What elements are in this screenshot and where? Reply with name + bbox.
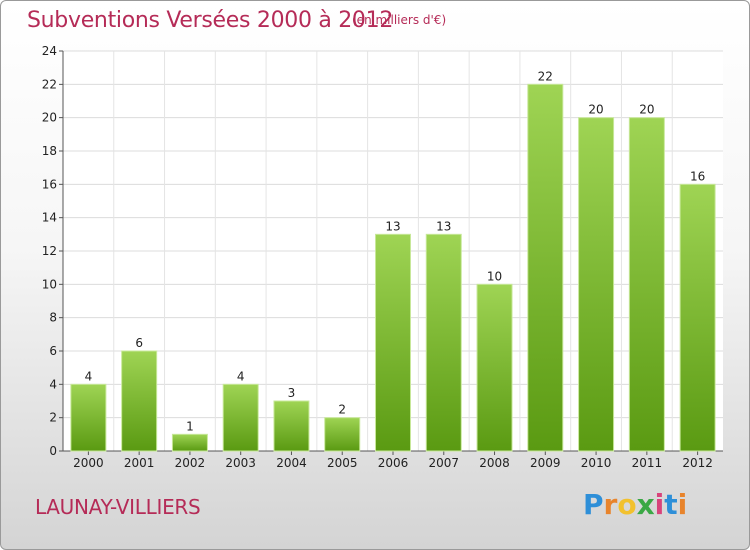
bar-2003 — [222, 383, 259, 452]
bar-2005 — [324, 417, 361, 452]
bar-2001 — [121, 350, 158, 452]
value-label-2001: 6 — [135, 336, 143, 350]
value-label-2008: 10 — [487, 269, 502, 283]
y-tick-label: 12 — [42, 244, 57, 258]
x-tick-label-2003: 2003 — [225, 456, 256, 470]
x-tick-label-2011: 2011 — [632, 456, 663, 470]
x-tick-label-2006: 2006 — [378, 456, 409, 470]
value-label-2004: 3 — [288, 386, 296, 400]
y-tick-label: 14 — [42, 211, 57, 225]
y-tick-label: 16 — [42, 177, 57, 191]
value-labels: 4 6 1 4 3 2 13 13 10 22 20 20 16 — [85, 69, 706, 433]
value-label-2003: 4 — [237, 369, 245, 383]
bar-2012 — [679, 183, 716, 452]
x-tick-label-2002: 2002 — [175, 456, 206, 470]
x-tick-labels: 2000 2001 2002 2003 2004 2005 2006 2007 2008 2009… — [73, 456, 713, 470]
value-label-2011: 20 — [639, 103, 654, 117]
x-tick-label-2005: 2005 — [327, 456, 358, 470]
bar-2006 — [375, 233, 411, 452]
logo-letter: t — [664, 488, 678, 521]
x-tick-label-2004: 2004 — [276, 456, 307, 470]
x-tick-label-2000: 2000 — [73, 456, 104, 470]
value-label-2009: 22 — [538, 69, 553, 83]
logo-letter: i — [654, 488, 665, 521]
logo-letter: r — [603, 488, 618, 521]
value-label-2012: 16 — [690, 169, 705, 183]
x-tick-label-2010: 2010 — [581, 456, 612, 470]
commune-name: LAUNAY-VILLIERS — [35, 495, 201, 519]
chart-subtitle: (en milliers d'€) — [352, 13, 447, 27]
value-label-2002: 1 — [186, 419, 194, 433]
value-label-2005: 2 — [338, 403, 346, 417]
y-tick-label: 24 — [42, 44, 57, 58]
logo-letter: o — [617, 488, 637, 521]
x-tick-label-2012: 2012 — [682, 456, 713, 470]
x-tick-label-2009: 2009 — [530, 456, 561, 470]
value-label-2007: 13 — [436, 219, 451, 233]
y-tick-label: 2 — [49, 411, 57, 425]
proxiti-logo: Proxiti — [583, 488, 687, 521]
y-tick-label: 20 — [42, 111, 57, 125]
x-tick-label-2007: 2007 — [428, 456, 459, 470]
bar-2009 — [527, 83, 564, 452]
x-tick-label-2001: 2001 — [124, 456, 155, 470]
chart-title: Subventions Versées 2000 à 2012 — [27, 8, 394, 33]
bar-2008 — [476, 283, 513, 452]
bar-2010 — [578, 117, 615, 452]
bar-2004 — [273, 400, 310, 452]
logo-letter: x — [636, 488, 655, 521]
value-label-2010: 20 — [588, 103, 603, 117]
bar-2007 — [425, 233, 462, 452]
value-label-2000: 4 — [85, 369, 93, 383]
y-tick-label: 6 — [49, 344, 57, 358]
bars — [70, 83, 716, 452]
y-tick-label: 4 — [49, 377, 57, 391]
logo-letter: P — [583, 488, 604, 521]
y-tick-label: 18 — [42, 144, 57, 158]
bar-2000 — [70, 383, 107, 452]
value-label-2006: 13 — [385, 219, 400, 233]
bar-2002 — [171, 433, 208, 452]
y-tick-label: 0 — [49, 444, 57, 458]
y-tick-label: 22 — [42, 77, 57, 91]
logo-letter: i — [677, 488, 688, 521]
y-tick-label: 10 — [42, 277, 57, 291]
bar-2011 — [628, 117, 665, 452]
y-tick-label: 8 — [49, 311, 57, 325]
x-tick-label-2008: 2008 — [479, 456, 510, 470]
